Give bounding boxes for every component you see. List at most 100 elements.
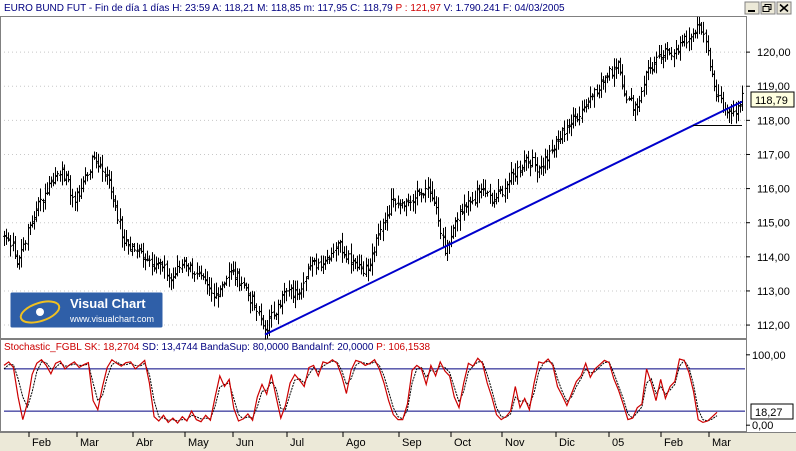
ohlc-bar bbox=[510, 161, 513, 185]
ohlc-bar bbox=[728, 106, 731, 123]
ohlc-bar bbox=[232, 261, 235, 276]
ohlc-bar bbox=[332, 243, 335, 258]
ohlc-bar bbox=[514, 163, 517, 182]
ohlc-bar bbox=[31, 215, 34, 228]
ohlc-bar bbox=[653, 56, 656, 73]
ohlc-bar bbox=[247, 283, 250, 302]
logo-swoosh-icon bbox=[19, 300, 61, 324]
ohlc-bar bbox=[65, 171, 68, 186]
ohlc-bar bbox=[142, 242, 145, 268]
ohlc-bar bbox=[604, 75, 607, 93]
last-price-label: 118,79 bbox=[755, 95, 788, 107]
ohlc-bar bbox=[347, 250, 350, 265]
ohlc-bar bbox=[553, 144, 556, 158]
ohlc-bar bbox=[538, 165, 541, 179]
ohlc-bar bbox=[181, 259, 184, 273]
ohlc-bar bbox=[531, 149, 534, 168]
trendline[interactable] bbox=[264, 100, 743, 336]
ohlc-bar bbox=[236, 268, 239, 288]
ohlc-bar bbox=[208, 277, 211, 297]
ohlc-bar bbox=[628, 96, 631, 101]
ohlc-bar bbox=[583, 99, 586, 113]
ohlc-bar bbox=[298, 288, 301, 300]
ohlc-bar bbox=[311, 256, 314, 277]
ohlc-bar bbox=[223, 281, 226, 289]
header-field: Stochastic_FGBL bbox=[4, 342, 82, 353]
ohlc-bar bbox=[452, 224, 455, 239]
ohlc-bar bbox=[409, 195, 412, 211]
ohlc-bar bbox=[429, 178, 432, 203]
ohlc-bar bbox=[159, 258, 162, 275]
ohlc-bar bbox=[155, 256, 158, 274]
ohlc-bar bbox=[715, 79, 718, 102]
ohlc-bar bbox=[386, 206, 389, 231]
ohlc-bar bbox=[394, 198, 397, 212]
ohlc-bar bbox=[313, 257, 316, 266]
ohlc-bar bbox=[459, 205, 462, 231]
stochastic-axis: 100,00 0,00 bbox=[746, 350, 786, 432]
ohlc-bar bbox=[379, 220, 382, 241]
price-tick-label: 112,00 bbox=[757, 320, 790, 332]
ohlc-bar bbox=[664, 43, 667, 62]
ohlc-bar bbox=[328, 255, 331, 265]
time-tick-label: Jul bbox=[290, 437, 304, 449]
ohlc-bar bbox=[82, 176, 85, 193]
ohlc-bar bbox=[324, 256, 327, 270]
ohlc-bar bbox=[602, 76, 605, 90]
minimize-button[interactable] bbox=[744, 1, 760, 15]
ohlc-bar bbox=[439, 218, 442, 240]
time-tick-label: May bbox=[188, 437, 209, 449]
ohlc-bar bbox=[613, 58, 616, 87]
ohlc-bar bbox=[501, 185, 504, 198]
ohlc-bar bbox=[185, 257, 188, 272]
price-tick-label: 115,00 bbox=[757, 218, 790, 230]
ohlc-bar bbox=[89, 169, 92, 180]
ohlc-bar bbox=[240, 276, 243, 291]
ohlc-bar bbox=[655, 51, 658, 74]
ohlc-bar bbox=[685, 30, 688, 49]
ohlc-bar bbox=[433, 189, 436, 207]
ohlc-bar bbox=[170, 273, 173, 291]
ohlc-bar bbox=[270, 304, 273, 328]
close-button[interactable] bbox=[776, 1, 792, 15]
price-tick-label: 116,00 bbox=[757, 184, 790, 196]
header-field: P : 121,97 bbox=[393, 3, 442, 14]
ohlc-bar bbox=[12, 232, 15, 252]
ohlc-bar bbox=[377, 223, 380, 246]
ohlc-bar bbox=[392, 188, 395, 208]
ohlc-bar bbox=[587, 97, 590, 110]
ohlc-bar bbox=[255, 303, 258, 322]
ohlc-bar bbox=[129, 236, 132, 252]
ohlc-bar bbox=[600, 72, 603, 98]
ohlc-bar bbox=[369, 258, 372, 272]
ohlc-bar bbox=[557, 130, 560, 150]
ohlc-bar bbox=[407, 193, 410, 207]
ohlc-bar bbox=[253, 291, 256, 311]
ohlc-bar bbox=[33, 211, 36, 230]
logo-url: www.visualchart.com bbox=[69, 314, 154, 324]
ohlc-bar bbox=[116, 200, 119, 225]
ohlc-bar bbox=[741, 85, 744, 111]
ohlc-bar bbox=[371, 243, 374, 276]
restore-button[interactable] bbox=[760, 1, 776, 15]
ohlc-bar bbox=[307, 263, 310, 280]
ohlc-bar bbox=[623, 75, 626, 97]
ohlc-bar bbox=[493, 189, 496, 208]
chart-header: EURO BUND FUT - Fin de día 1 días H: 23:… bbox=[4, 3, 565, 14]
ohlc-bar bbox=[658, 45, 661, 59]
ohlc-bar bbox=[76, 187, 79, 212]
stochastic-sk-line bbox=[3, 357, 718, 425]
ohlc-bar bbox=[416, 180, 419, 206]
ohlc-bar bbox=[187, 263, 190, 277]
ohlc-bar bbox=[157, 257, 160, 270]
ohlc-bar bbox=[621, 64, 624, 90]
header-field: P: 106,1538 bbox=[373, 342, 430, 353]
ohlc-bar bbox=[677, 44, 680, 55]
ohlc-bar bbox=[632, 95, 635, 117]
ohlc-bar bbox=[108, 169, 111, 189]
ohlc-bar bbox=[542, 157, 545, 176]
logo-title: Visual Chart bbox=[70, 296, 146, 311]
ohlc-bar bbox=[144, 253, 147, 271]
